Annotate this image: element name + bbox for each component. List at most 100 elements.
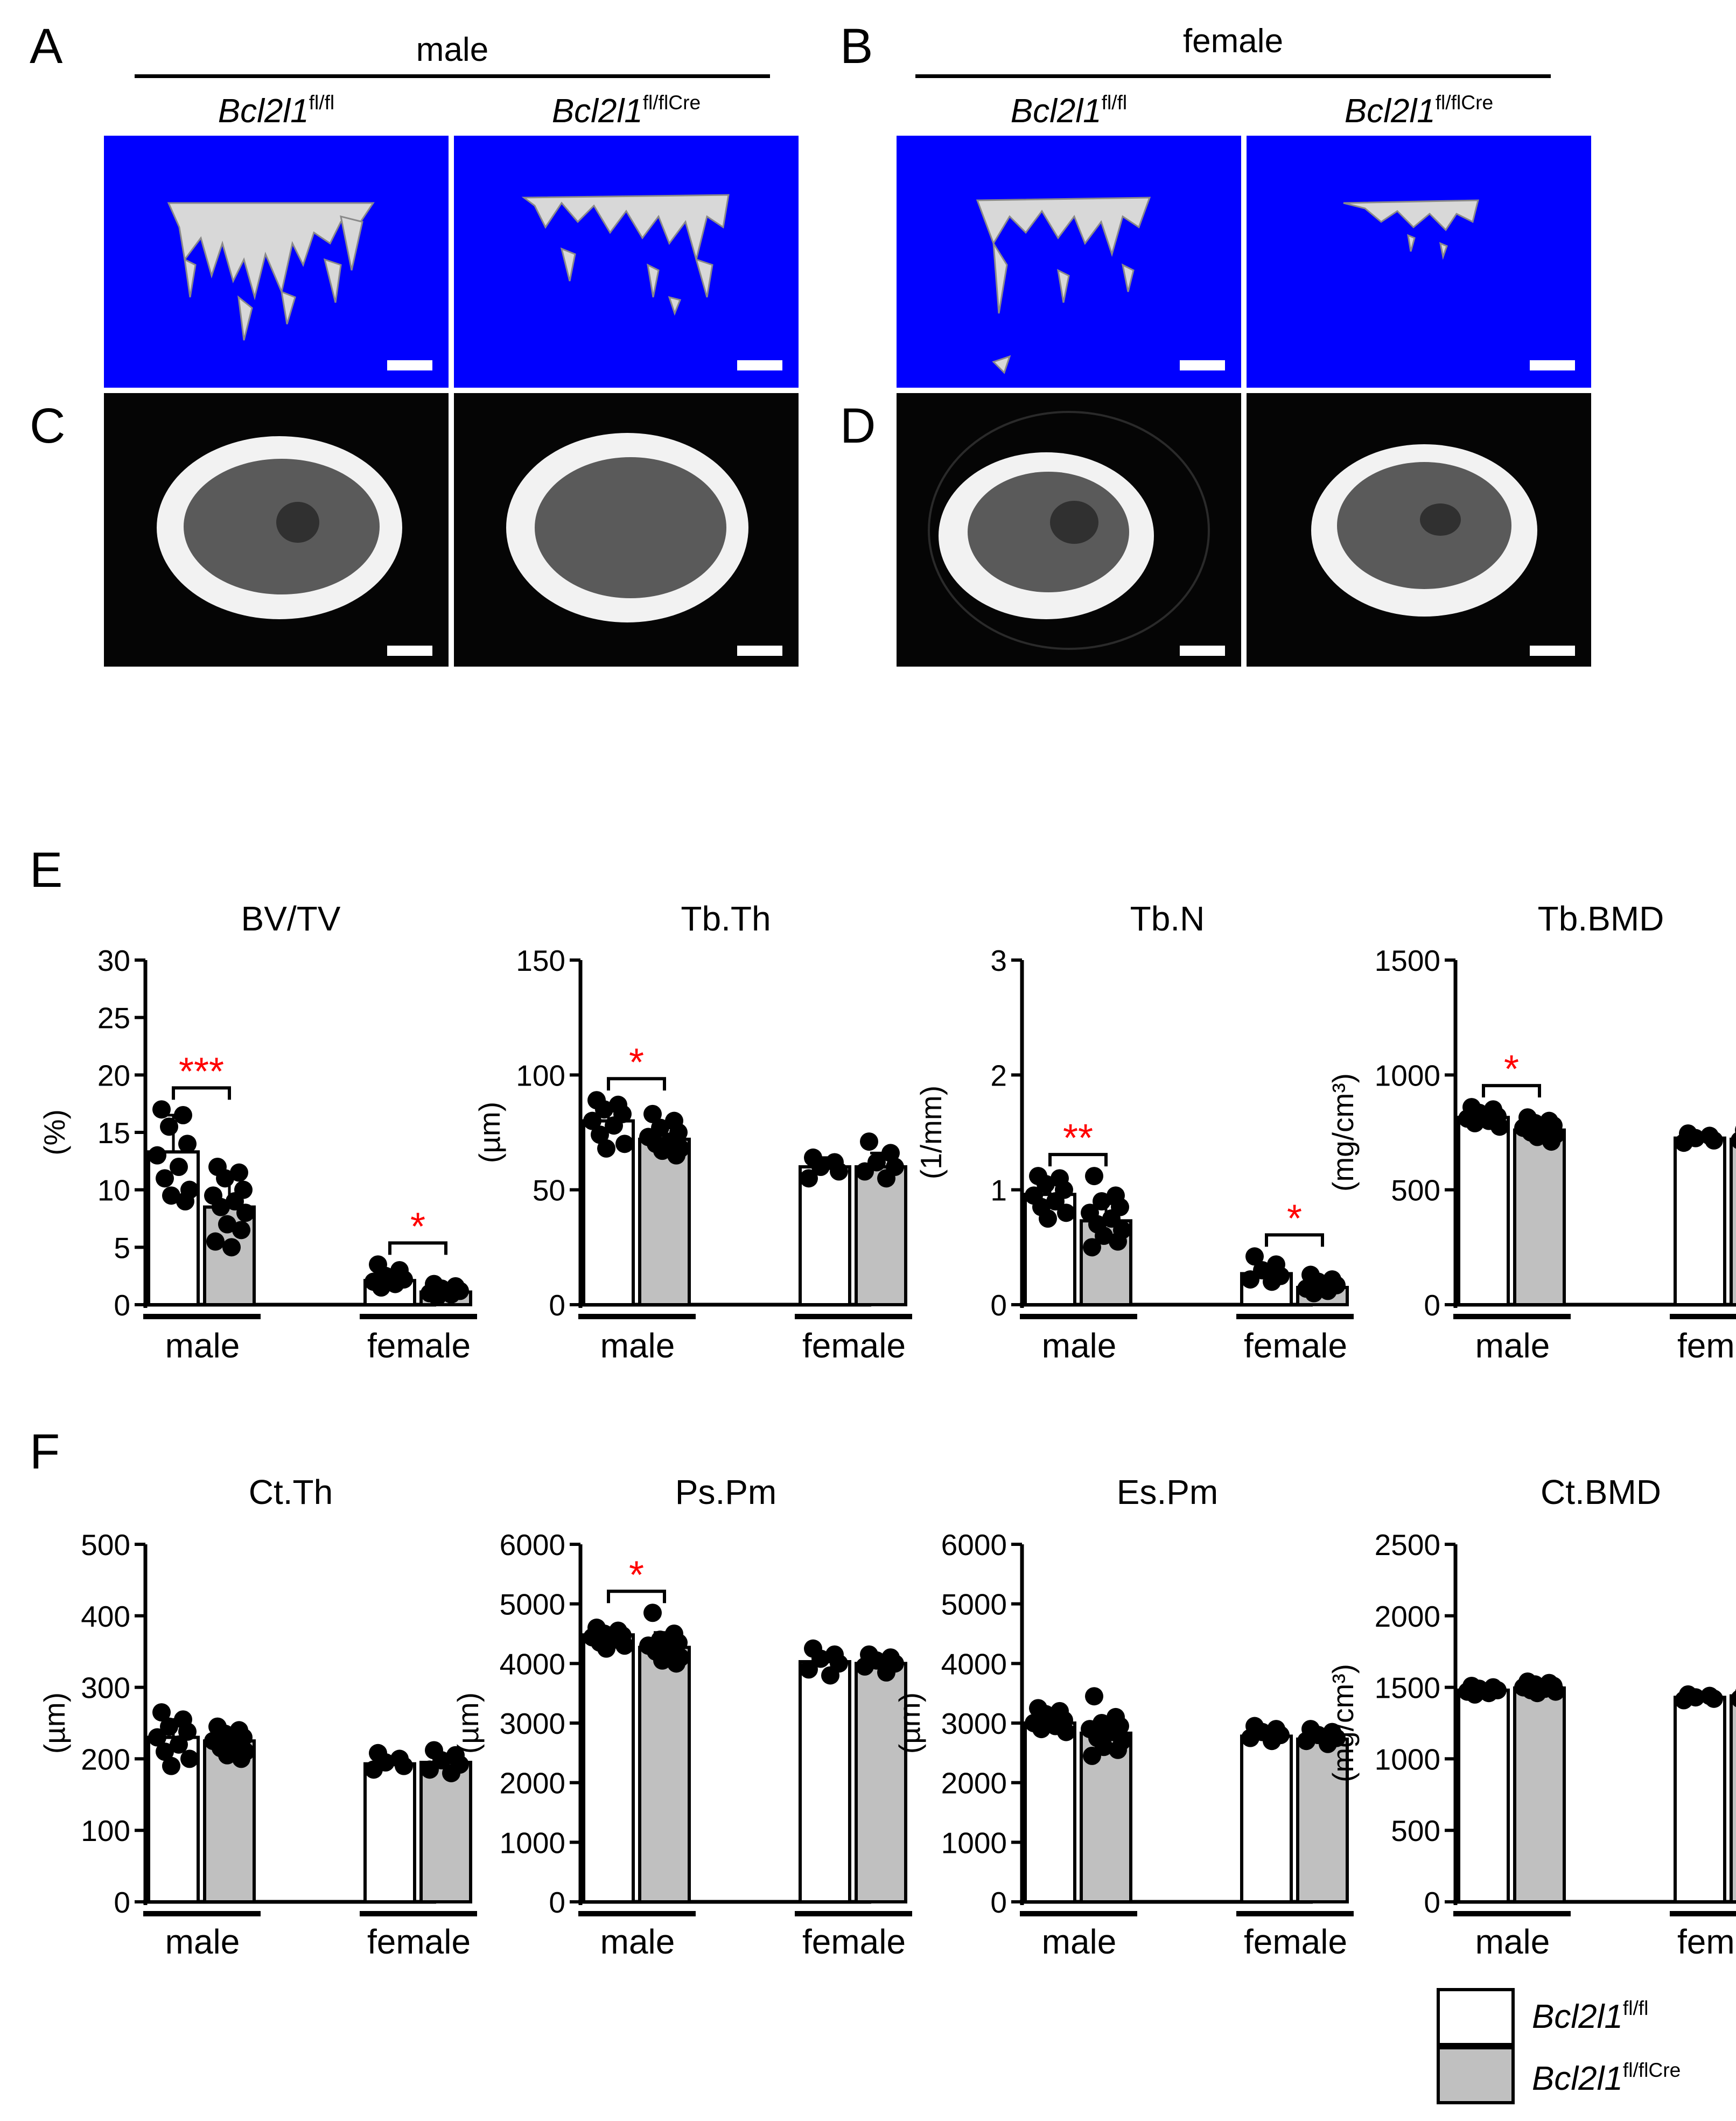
tbbmd-category-label: male [1475,1326,1550,1365]
bvtv-data-point [162,1186,180,1205]
bvtv-data-point [152,1100,171,1119]
bvtv-significance-label: * [410,1205,425,1248]
espm-y-tick-label: 3000 [941,1707,1007,1740]
tbbmd-bar [1674,1136,1726,1307]
trabecular-render-female-cre [1247,136,1591,388]
bvtv-data-point [442,1285,460,1304]
ctth-data-point [180,1749,199,1768]
ctth-data-point [162,1756,180,1775]
espm-data-point [1241,1728,1259,1747]
tbbmd-data-point [1466,1114,1484,1132]
scale-bar [387,360,432,370]
ctth-category-label: female [367,1922,471,1961]
tbn-significance-label: ** [1063,1117,1093,1160]
ctbmd-data-point [1705,1689,1723,1708]
tbth-significance-bracket [607,1077,666,1091]
tbn-data-point [1263,1272,1281,1291]
pspm-y-tick-label: 0 [549,1886,565,1919]
bvtv-y-label: (%) [38,1109,71,1156]
pspm-y-tick-label: 6000 [500,1528,565,1562]
tbn-data-point [1095,1227,1113,1245]
ctbmd-category-label: male [1475,1922,1550,1961]
espm-y-tick-label: 6000 [941,1528,1007,1562]
bvtv-significance-bracket [172,1086,231,1100]
bvtv-data-point [178,1135,197,1153]
cortical-ct-female-cre [1247,393,1591,667]
female-title: female [1182,23,1284,60]
ctth-data-point [152,1703,171,1722]
bvtv-data-point [206,1232,225,1251]
pspm-data-point [877,1663,895,1682]
ctbmd-y-tick-label: 500 [1391,1814,1440,1847]
bvtv-y-tick-label: 0 [114,1289,130,1322]
ctth-data-point [442,1763,460,1782]
ctth-data-point [178,1722,197,1741]
tbbmd-data-point [1675,1133,1693,1152]
ctbmd-y-tick-label: 2000 [1375,1600,1440,1633]
genotype-label-male-cre: Bcl2l1fl/flCre [551,90,701,130]
trabecular-render-female-control-graphic [976,197,1151,374]
genotype-label-female-control: Bcl2l1fl/fl [1010,90,1128,130]
bvtv-y-tick-label: 25 [97,1002,130,1035]
tbbmd-bar [1457,1116,1510,1306]
panel-letter-a: A [30,19,63,74]
espm-data-point [1057,1723,1075,1741]
panel-letter-f: F [30,1424,60,1479]
ctth-data-point [160,1717,178,1736]
pspm-significance-bracket [607,1590,666,1604]
trabecular-render-male-cre-graphic [521,194,730,316]
tbbmd-data-point [1490,1117,1509,1136]
scale-bar [1530,646,1575,656]
tbth-data-point [856,1162,874,1181]
panel-letter-e: E [30,843,63,898]
ctth-data-point [421,1760,439,1779]
bvtv-y-tick-label: 20 [97,1059,130,1092]
ctth-bar [203,1739,256,1903]
tbbmd-y-label: (mg/cm³) [1326,1073,1360,1192]
ctth-data-point [170,1735,188,1754]
tbn-y-tick-label: 2 [990,1059,1007,1092]
tbbmd-y-tick-label: 1500 [1375,944,1440,977]
tbth-category-label: female [802,1326,906,1365]
espm-bar [1296,1737,1349,1903]
ctth-y-tick-label: 200 [81,1742,130,1776]
espm-data-point [1263,1732,1281,1751]
pspm-data-point [800,1660,818,1679]
ctth-y-tick-label: 400 [81,1600,130,1633]
tbth-y-tick-label: 150 [516,944,565,977]
ctth-data-point [218,1746,236,1765]
tbth-data-point [667,1146,685,1165]
bvtv-data-point [222,1238,241,1257]
ctbmd-data-point [1546,1682,1565,1701]
pspm-bar [855,1662,907,1903]
espm-bar [1240,1734,1293,1903]
bvtv-data-point [212,1198,230,1216]
bvtv-data-point [216,1169,234,1188]
tbth-data-point [597,1139,615,1158]
ctbmd-bar [1674,1696,1726,1903]
tbn-y-tick-label: 0 [990,1289,1007,1322]
bvtv-category-label: male [165,1326,240,1365]
tbn-data-point [1046,1192,1065,1210]
pspm-data-point [856,1657,874,1676]
bvtv-data-point [176,1192,194,1210]
tbn-data-point [1083,1238,1101,1257]
tbn-significance-bracket [1048,1153,1108,1167]
ctth-y-tick-label: 0 [114,1886,130,1919]
ctth-data-point [395,1756,413,1775]
cortical-ct-female-control-graphic [928,411,1210,650]
tbth-data-point [877,1169,895,1188]
ctbmd-y-tick-label: 1500 [1375,1671,1440,1705]
scale-bar [387,646,432,656]
tbn-significance-label: * [1287,1197,1302,1240]
pspm-data-point [821,1666,839,1685]
tbth-data-point [615,1135,634,1153]
tbn-data-point [1319,1282,1337,1300]
pspm-data-point [643,1604,662,1622]
pspm-significance-label: * [629,1553,644,1597]
ctbmd-data-point [1731,1690,1736,1707]
espm-data-point [1297,1732,1315,1751]
bvtv-y-tick-label: 10 [97,1174,130,1207]
bvtv-title: BV/TV [241,899,341,938]
espm-y-label: (µm) [893,1692,926,1754]
